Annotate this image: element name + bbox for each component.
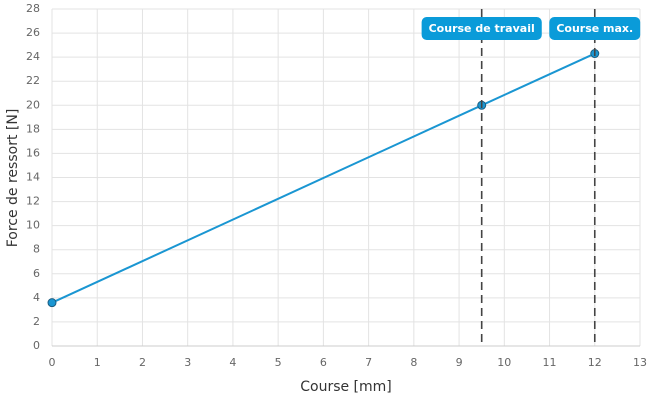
y-tick-label: 0 bbox=[33, 339, 40, 352]
x-tick-label: 3 bbox=[184, 356, 191, 369]
x-tick-label: 5 bbox=[275, 356, 282, 369]
y-tick-label: 26 bbox=[26, 26, 40, 39]
x-tick-label: 4 bbox=[229, 356, 236, 369]
x-tick-label: 6 bbox=[320, 356, 327, 369]
y-tick-label: 8 bbox=[33, 243, 40, 256]
y-tick-label: 24 bbox=[26, 50, 40, 63]
y-tick-label: 18 bbox=[26, 122, 40, 135]
y-tick-label: 10 bbox=[26, 219, 40, 232]
annotation-label: Course de travail bbox=[429, 22, 535, 35]
y-tick-label: 2 bbox=[33, 315, 40, 328]
x-tick-label: 1 bbox=[94, 356, 101, 369]
x-tick-label: 11 bbox=[543, 356, 557, 369]
y-tick-label: 20 bbox=[26, 98, 40, 111]
y-axis-title: Force de ressort [N] bbox=[5, 109, 21, 248]
annotation-box bbox=[549, 17, 641, 40]
x-tick-label: 12 bbox=[588, 356, 602, 369]
x-tick-label: 10 bbox=[497, 356, 511, 369]
y-tick-label: 12 bbox=[26, 195, 40, 208]
x-tick-label: 2 bbox=[139, 356, 146, 369]
point bbox=[47, 298, 57, 308]
x-tick-label: 8 bbox=[410, 356, 417, 369]
x-tick-label: 13 bbox=[633, 356, 647, 369]
annotation-box bbox=[421, 17, 542, 40]
y-tick-label: 28 bbox=[26, 2, 40, 15]
x-tick-label: 7 bbox=[365, 356, 372, 369]
annotation-label: Course max. bbox=[556, 22, 633, 35]
y-tick-label: 16 bbox=[26, 146, 40, 159]
y-tick-label: 22 bbox=[26, 74, 40, 87]
x-axis-title: Course [mm] bbox=[300, 379, 392, 395]
y-tick-label: 4 bbox=[33, 291, 40, 304]
y-tick-label: 6 bbox=[33, 267, 40, 280]
x-tick-label: 0 bbox=[49, 356, 56, 369]
x-tick-label: 9 bbox=[456, 356, 463, 369]
y-tick-label: 14 bbox=[26, 171, 40, 184]
